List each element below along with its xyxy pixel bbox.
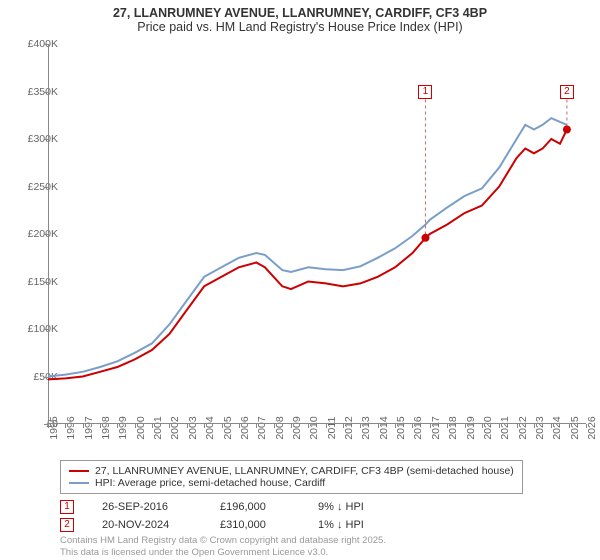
sale-price-1: £196,000 (220, 501, 290, 513)
footer-line1: Contains HM Land Registry data © Crown c… (60, 535, 386, 546)
marker-label-1: 1 (418, 85, 432, 99)
series-price_paid (48, 130, 567, 380)
sale-date-1: 26-SEP-2016 (102, 501, 192, 513)
sale-delta-1: 9% ↓ HPI (318, 501, 364, 513)
legend-label-price-paid: 27, LLANRUMNEY AVENUE, LLANRUMNEY, CARDI… (95, 465, 514, 477)
legend: 27, LLANRUMNEY AVENUE, LLANRUMNEY, CARDI… (60, 460, 523, 494)
marker-dot-2 (563, 126, 571, 134)
legend-item-price-paid: 27, LLANRUMNEY AVENUE, LLANRUMNEY, CARDI… (69, 465, 514, 477)
chart-container: 27, LLANRUMNEY AVENUE, LLANRUMNEY, CARDI… (0, 0, 600, 560)
legend-label-hpi: HPI: Average price, semi-detached house,… (95, 477, 325, 489)
sale-marker-2: 2 (60, 518, 74, 532)
sale-price-2: £310,000 (220, 519, 290, 531)
title-line2: Price paid vs. HM Land Registry's House … (0, 20, 600, 34)
plot-svg (48, 44, 586, 424)
sale-row-2: 2 20-NOV-2024 £310,000 1% ↓ HPI (60, 518, 364, 532)
footer: Contains HM Land Registry data © Crown c… (60, 535, 386, 558)
series-hpi (48, 118, 567, 376)
legend-item-hpi: HPI: Average price, semi-detached house,… (69, 477, 514, 489)
legend-swatch-hpi (69, 482, 89, 485)
sale-row-1: 1 26-SEP-2016 £196,000 9% ↓ HPI (60, 500, 364, 514)
sale-date-2: 20-NOV-2024 (102, 519, 192, 531)
marker-dot-1 (421, 234, 429, 242)
chart-title: 27, LLANRUMNEY AVENUE, LLANRUMNEY, CARDI… (0, 0, 600, 36)
x-tick-label: 2026 (586, 416, 598, 439)
title-line1: 27, LLANRUMNEY AVENUE, LLANRUMNEY, CARDI… (0, 6, 600, 20)
legend-swatch-price-paid (69, 470, 89, 473)
footer-line2: This data is licensed under the Open Gov… (60, 547, 386, 558)
marker-label-2: 2 (560, 85, 574, 99)
sale-delta-2: 1% ↓ HPI (318, 519, 364, 531)
sale-marker-1: 1 (60, 500, 74, 514)
